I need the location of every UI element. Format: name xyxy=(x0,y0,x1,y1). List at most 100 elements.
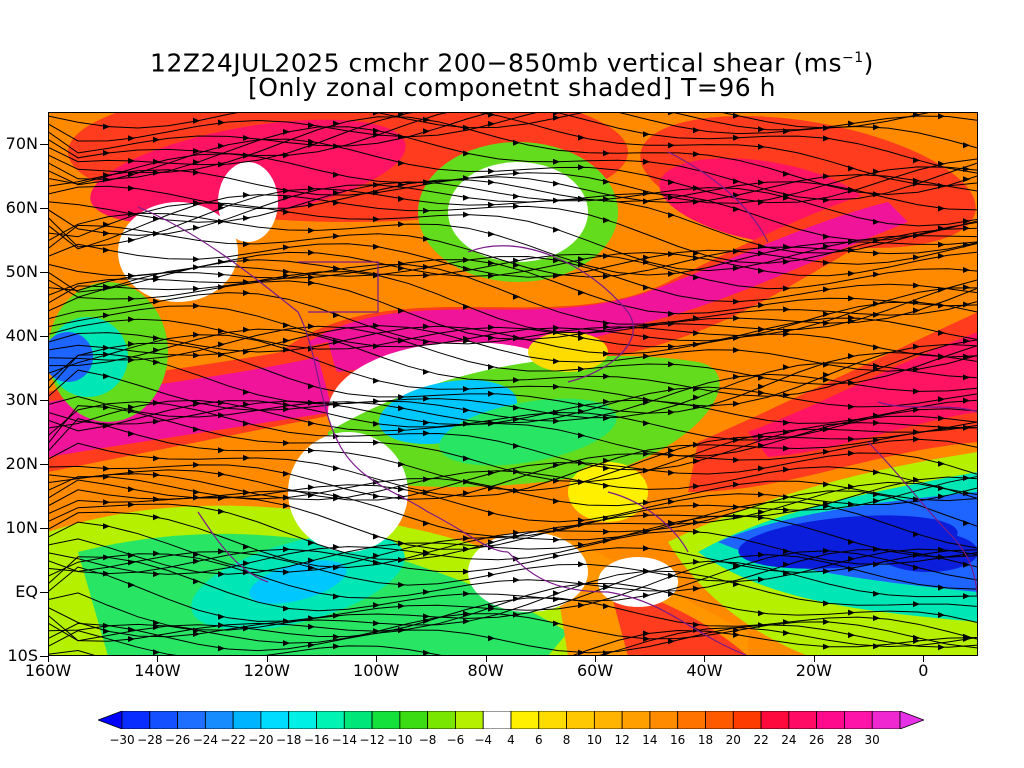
streamline-arrow xyxy=(243,401,250,408)
colorbar-box xyxy=(288,711,317,729)
streamline-arrow xyxy=(578,521,585,528)
shear-region xyxy=(468,532,588,612)
streamline-arrow xyxy=(578,517,585,524)
streamline-arrow xyxy=(398,461,405,468)
streamline-arrow xyxy=(513,404,520,411)
streamline-arrow xyxy=(423,207,430,214)
streamline-arrow xyxy=(398,265,405,272)
streamline-arrow xyxy=(938,493,945,500)
streamline-arrow xyxy=(243,560,250,567)
streamline-arrow xyxy=(578,164,585,171)
streamline-arrow xyxy=(308,642,315,648)
streamline-arrow xyxy=(873,311,880,318)
streamline-arrow xyxy=(488,168,495,175)
streamline-arrow xyxy=(193,331,200,338)
streamline-arrow xyxy=(693,519,700,526)
streamline-arrow xyxy=(783,494,790,501)
streamline-arrow xyxy=(603,373,610,380)
streamline-arrow xyxy=(463,478,470,485)
streamline-arrow xyxy=(938,485,945,492)
colorbar-label: 16 xyxy=(670,733,686,747)
streamline-arrow xyxy=(693,558,700,565)
lon-tick-label: 80W xyxy=(467,661,504,680)
streamline-arrow xyxy=(758,143,765,150)
streamline-arrow xyxy=(488,120,495,127)
streamline-arrow xyxy=(733,315,740,322)
streamline-arrow xyxy=(643,450,650,457)
streamline-arrow xyxy=(423,419,430,426)
streamline-arrow xyxy=(913,307,920,314)
streamline-arrow xyxy=(643,635,650,642)
streamline-arrow xyxy=(848,120,855,127)
streamline-arrow xyxy=(103,283,110,290)
streamline-arrow xyxy=(603,482,610,489)
streamline-arrow xyxy=(283,401,290,408)
streamline-arrow xyxy=(758,326,765,333)
streamline-arrow xyxy=(128,430,135,437)
streamline-arrow xyxy=(333,402,340,409)
lat-tick xyxy=(40,144,48,145)
streamline-arrow xyxy=(153,619,160,626)
streamline-arrow xyxy=(153,418,160,425)
streamline-arrow xyxy=(218,119,225,126)
streamline-arrow xyxy=(733,631,740,638)
streamline-arrow xyxy=(283,546,290,553)
streamline-arrow xyxy=(463,150,470,157)
streamline-arrow xyxy=(333,120,340,127)
streamline-arrow xyxy=(913,282,920,289)
streamline-arrow xyxy=(668,320,675,327)
streamline-arrow xyxy=(733,265,740,272)
streamline-arrow xyxy=(733,563,740,570)
streamline-arrow xyxy=(283,272,290,279)
streamline-arrow xyxy=(193,159,200,166)
streamline-arrow xyxy=(733,581,740,588)
streamline-arrow xyxy=(913,232,920,239)
streamline-arrow xyxy=(153,298,160,305)
streamline-arrow xyxy=(733,627,740,634)
streamline-arrow xyxy=(603,650,610,656)
streamline-arrow xyxy=(193,426,200,433)
streamline-arrow xyxy=(873,469,880,476)
streamline-arrow xyxy=(153,215,160,222)
streamline-arrow xyxy=(103,150,110,156)
streamline-arrow xyxy=(643,545,650,552)
streamline-arrow xyxy=(733,112,740,119)
streamline-arrow xyxy=(513,334,520,341)
streamline-arrow xyxy=(513,468,520,475)
streamline-arrow xyxy=(333,171,340,178)
streamline-arrow xyxy=(848,314,855,321)
streamline-arrow xyxy=(963,397,970,404)
streamline-arrow xyxy=(423,272,430,279)
streamline-arrow xyxy=(193,302,200,309)
streamline-arrow xyxy=(463,455,470,462)
lon-tick-label: 160W xyxy=(24,661,72,680)
streamline-arrow xyxy=(873,615,880,622)
streamline-arrow xyxy=(488,635,495,642)
streamline-arrow xyxy=(783,243,790,250)
coastline xyxy=(667,151,769,243)
streamline-arrow xyxy=(333,612,340,619)
chart-title-line2: [Only zonal componetnt shaded] T=96 h xyxy=(248,73,776,102)
streamline xyxy=(48,112,978,154)
streamline-arrow xyxy=(758,389,765,396)
streamline-arrow xyxy=(963,593,970,600)
streamline-arrow xyxy=(848,165,855,172)
streamline-arrow xyxy=(578,580,585,587)
coastline xyxy=(137,206,509,553)
streamline-arrow xyxy=(128,135,135,142)
streamline-arrow xyxy=(308,323,315,330)
streamline-arrow xyxy=(218,471,225,478)
streamline-arrow xyxy=(693,528,700,535)
colorbar-label: −4 xyxy=(474,733,493,747)
streamline-arrow xyxy=(553,590,560,597)
lon-tick xyxy=(157,656,159,662)
streamline-arrow xyxy=(848,417,855,424)
lon-tick xyxy=(923,656,925,662)
streamline-arrow xyxy=(668,251,675,257)
streamline-arrow xyxy=(398,181,405,188)
streamline-arrow xyxy=(218,351,225,358)
streamline-arrow xyxy=(283,605,290,612)
streamline-arrow xyxy=(603,457,610,464)
streamline-arrow xyxy=(103,230,110,237)
streamline-arrow xyxy=(398,195,405,202)
